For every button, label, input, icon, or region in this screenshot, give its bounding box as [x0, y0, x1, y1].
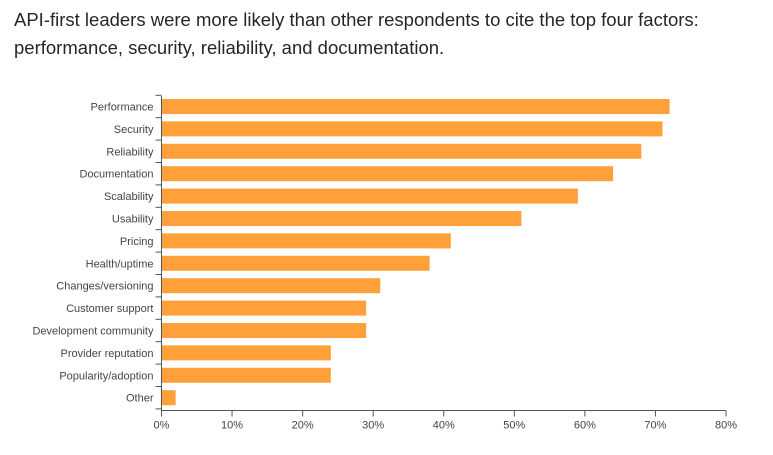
category-label-changes-versioning: Changes/versioning: [56, 281, 153, 293]
bar-security: [162, 121, 663, 137]
category-label-documentation: Documentation: [80, 169, 154, 181]
x-tick-label-40: 40%: [433, 420, 455, 432]
category-label-scalability: Scalability: [104, 191, 154, 203]
category-label-popularity-adoption: Popularity/adoption: [59, 370, 153, 382]
bar-performance: [162, 99, 670, 114]
bar-health-uptime: [162, 255, 430, 271]
x-tick-label-20: 20%: [292, 420, 314, 432]
x-tick-label-30: 30%: [362, 420, 384, 432]
bar-changes-versioning: [162, 278, 381, 294]
x-tick-label-80: 80%: [715, 420, 737, 432]
bar-usability: [162, 211, 522, 226]
bar-popularity-adoption: [162, 367, 331, 383]
bar-documentation: [162, 166, 614, 182]
bar-reliability: [162, 143, 642, 159]
category-label-customer-support: Customer support: [66, 303, 153, 315]
category-label-usability: Usability: [112, 214, 154, 226]
bar-customer-support: [162, 300, 367, 316]
category-label-other: Other: [126, 393, 154, 405]
chart-title: API-first leaders were more likely than …: [14, 9, 699, 58]
bar-other: [162, 390, 176, 406]
bar-provider-reputation: [162, 345, 331, 361]
category-label-provider-reputation: Provider reputation: [61, 348, 154, 360]
x-tick-label-50: 50%: [503, 420, 525, 432]
category-label-security: Security: [114, 124, 154, 136]
category-label-pricing: Pricing: [120, 236, 154, 248]
x-tick-label-10: 10%: [221, 420, 243, 432]
bar-development-community: [162, 323, 367, 338]
x-tick-label-0: 0%: [154, 420, 170, 432]
x-tick-label-70: 70%: [644, 420, 666, 432]
x-tick-label-60: 60%: [574, 420, 596, 432]
bar-pricing: [162, 233, 451, 249]
bar-scalability: [162, 188, 578, 204]
category-label-development-community: Development community: [32, 326, 154, 338]
category-label-performance: Performance: [91, 102, 154, 114]
category-label-reliability: Reliability: [106, 146, 154, 158]
category-label-health-uptime: Health/uptime: [86, 258, 154, 270]
